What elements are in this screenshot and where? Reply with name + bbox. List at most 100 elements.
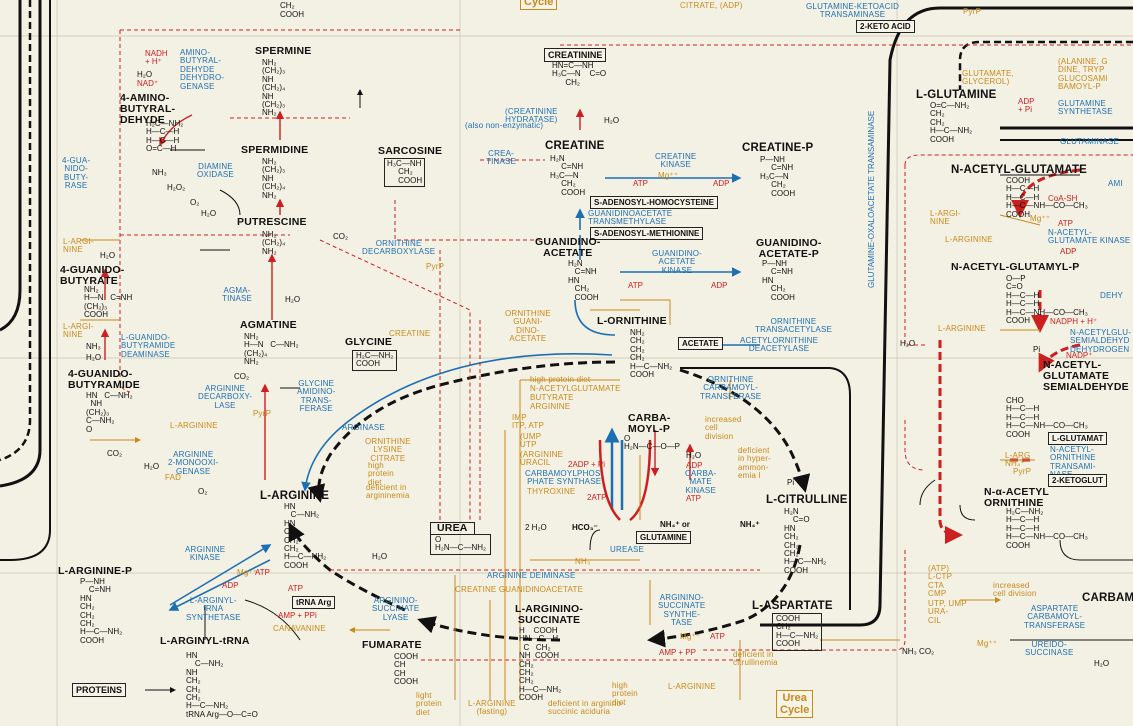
- ornithine-lysine-citrate: ORNITHINE LYSINE CITRATE: [365, 437, 411, 463]
- l-arginine-amo: L-ARGININE: [170, 421, 218, 430]
- n-acetyl-glutamate-semialdehyde-formula: CHO H—C—H H—C—H H—C—NH—CO—CH₃ COOH: [1006, 396, 1088, 439]
- top-fragment-formula: COOH CH₂ COOH: [280, 0, 304, 19]
- h2o-arginine-deiminase: H₂O: [372, 552, 388, 561]
- co2-odc: CO₂: [333, 232, 349, 241]
- mg-ass: Mg⁺⁺: [680, 632, 701, 641]
- amp-pp: AMP + PP: [659, 648, 696, 657]
- imp-itp-atp: IMP ITP, ATP: [512, 413, 544, 431]
- urea-cycle-title-bottom: Urea Cycle: [776, 690, 814, 719]
- creatinine-hydratase: (CREATININE HYDRATASE): [505, 107, 558, 125]
- butyrate-regulator: BUTYRATE: [530, 393, 574, 402]
- two-keto-acid-box: 2-KETO ACID: [856, 20, 915, 33]
- mg-ucase: Mg⁺⁺: [977, 639, 998, 648]
- dehy-fragment: DEHY: [1100, 291, 1124, 300]
- arginine-2-monooxigenase: ARGININE 2-MONOOXI- GENASE: [168, 450, 219, 476]
- l-arginyl-trna: L-ARGINYL-tRNA: [160, 635, 250, 647]
- agmatinase: AGMA- TINASE: [222, 286, 253, 304]
- nh3-dao: NH₃: [152, 168, 167, 177]
- ami-fragment: AMI: [1108, 179, 1123, 188]
- nh4-urease: NH₄⁺: [740, 520, 760, 529]
- l-ornithine-formula: NH₂ CH₂ CH₂ CH₂ H—C—NH₂ COOH: [630, 328, 673, 379]
- guanidinoacetate-p: GUANIDINO- ACETATE-P: [756, 237, 822, 261]
- guanidobutyrate: 4-GUANIDO- BUTYRATE: [60, 264, 125, 288]
- carbamoylphosphate-synthase: CARBAMOYLPHOS- PHATE SYNTHASE: [525, 469, 604, 487]
- atp-nagk: ATP: [1058, 219, 1073, 228]
- creatine-regulator: CREATINE: [389, 329, 431, 338]
- creatine-guanidinoacetate-regulator: CREATINE GUANIDINOACETATE: [455, 585, 584, 594]
- carbam: CARBAM: [1082, 592, 1133, 604]
- fad-amo: FAD: [165, 473, 182, 482]
- increased-cell-division-2: increased cell division: [993, 581, 1037, 599]
- l-arginine-nag: L-ARGI- NINE: [930, 209, 961, 227]
- co2-amo: CO₂: [107, 449, 123, 458]
- h2o-amo: H₂O: [144, 462, 160, 471]
- atp-carbamate: ATP: [686, 494, 701, 503]
- l-arginyl-trna-formula: HN C—NH₂ NH CH₂ CH₂ CH₂ H—C—NH₂ tRNA Arg…: [186, 651, 258, 719]
- l-arginine-formula: HN C—NH₂ HN CH₂ CH₂ CH₂ H—C—NH₂ COOH: [284, 502, 327, 570]
- pyrp-adc: PyrP: [253, 409, 272, 418]
- aminobutyraldehyde: 4-AMINO- BUTYRAL- DEHYDE: [120, 92, 176, 127]
- hco3: HCO₃⁻: [572, 523, 598, 532]
- arginase: ARGINASE: [342, 423, 385, 432]
- alanine-etc: (ALANINE, G DINE, TRYP GLUCOSAMI BAMOYL-…: [1058, 57, 1108, 92]
- two-ketoglut-box: 2-KETOGLUT: [1048, 474, 1107, 487]
- sarcosine: SARCOSINE: [378, 145, 443, 157]
- deficient-argininosuccinic: deficient in arginino- succinic aciduria: [548, 699, 624, 717]
- 2adp-pi: 2ADP + Pi: [568, 460, 605, 469]
- l-argininosuccinate-formula: H COOH HN—C—H C CH₂ NH COOH CH₂ CH₂ CH₂ …: [519, 626, 562, 703]
- guanidinoacetate: GUANIDINO- ACETATE: [535, 236, 601, 260]
- guanidobutyrate-formula: NH₂ H—N C=NH (CH₂)₃ COOH: [84, 285, 133, 320]
- coa-sh: CoA-SH: [1048, 194, 1078, 203]
- n-acetylglutamate-kinase: N-ACETYL- GLUTAMATE KINASE: [1048, 228, 1131, 246]
- arginine-uracil: (ARGININE URACIL: [520, 450, 564, 468]
- nh3-gbd: NH₃: [86, 342, 101, 351]
- thyroxine: THYROXINE: [527, 487, 576, 496]
- 2h2o: 2 H₂O: [525, 523, 547, 532]
- diamine-oxidase: DIAMINE OXIDASE: [197, 162, 234, 180]
- n-acetyl-glutamate-formula: COOH H—C—H H—C—H H—C—NH—CO—CH₃ COOH: [1006, 176, 1088, 219]
- atp-creatine: ATP: [633, 179, 648, 188]
- canavanine: CANAVANINE: [273, 624, 326, 633]
- pyrp-naot: PyrP: [1013, 467, 1032, 476]
- guanidobutyramide-formula: HN C—NH₂ NH (CH₂)₃ C—NH₂ O: [86, 391, 133, 434]
- light-protein-diet: light protein diet: [416, 691, 442, 717]
- l-arginine-ass: L-ARGININE: [668, 682, 716, 691]
- l-glutamate-box: L-GLUTAMAT: [1048, 432, 1108, 445]
- utp-ump-uracil: UTP, UMP URA- CIL: [928, 599, 967, 625]
- 2atp: 2ATP: [587, 493, 607, 502]
- guanidobutyramide: 4-GUANIDO- BUTYRAMIDE: [68, 368, 140, 392]
- adp-pi-gs: ADP + Pi: [1018, 97, 1035, 115]
- increased-cell-division: increased cell division: [705, 415, 742, 441]
- aminobutyraldehyde-formula: H₂C—NH₂ H—C—H H—C—H O=C—H: [146, 119, 184, 154]
- atp-trna-synthetase: ATP: [288, 584, 303, 593]
- h2o-gb: H₂O: [100, 251, 116, 260]
- glycine-formula: H₂C—NH₂ COOH: [352, 350, 398, 371]
- l-ornithine: L-ORNITHINE: [597, 315, 667, 327]
- fumarate-formula: COOH CH CH COOH: [394, 652, 418, 687]
- h2o-gbd: H₂O: [86, 353, 102, 362]
- atp-arginine-kinase: ATP: [255, 568, 270, 577]
- agmatine-formula: NH₂ H—N C—NH₂ (CH₂)₄ NH₂: [244, 332, 299, 367]
- atp-guan: ATP: [628, 281, 643, 290]
- adp-arginine-kinase: ADP: [222, 581, 239, 590]
- pyrp-top: PyrP: [963, 7, 982, 16]
- aspartate-carbamoyltransferase: ASPARTATE CARBAMOYL- TRANSFERASE: [1024, 604, 1086, 630]
- creatine-formula: H₂N C=NH H₃C—N CH₂ COOH: [550, 154, 586, 197]
- co2-adc: CO₂: [234, 372, 250, 381]
- nadh-h: NADH + H⁺: [145, 49, 168, 67]
- carbamoyl-p-formula: O H₂N—C—O—P: [624, 434, 680, 452]
- guanidobutyramide-deaminase: L-GUANIDO- BUTYRAMIDE DEAMINASE: [121, 333, 176, 359]
- carbamate-kinase: CARBA- MATE KINASE: [685, 469, 717, 495]
- h2o2-dao: H₂O₂: [167, 183, 186, 192]
- l-arginine-p-formula: P—NH C=NH HN CH₂ CH₂ CH₂ H—C—NH₂ COOH: [80, 577, 123, 645]
- urea-cycle-title-top: Cycle: [520, 0, 558, 10]
- creatine-p-formula: P—NH C=NH H₃C—N CH₂ COOH: [760, 155, 796, 198]
- ornithine-guanidinoacetate-regulator: ORNITHINE GUANI- DINO- ACETATE: [505, 309, 551, 344]
- spermidine: SPERMIDINE: [241, 144, 309, 156]
- putrescine-formula: NH₂ (CH₂)₄ NH₂: [262, 230, 286, 256]
- ornithine-carbamoyltransferase: ORNITHINE CARBAMOYL- TRANSFERASE: [700, 375, 762, 401]
- l-glutamine-formula: O=C—NH₂ CH₂ CH₂ H—C—NH₂ COOH: [930, 101, 973, 144]
- nh4-or: NH₄⁺ or: [660, 520, 690, 529]
